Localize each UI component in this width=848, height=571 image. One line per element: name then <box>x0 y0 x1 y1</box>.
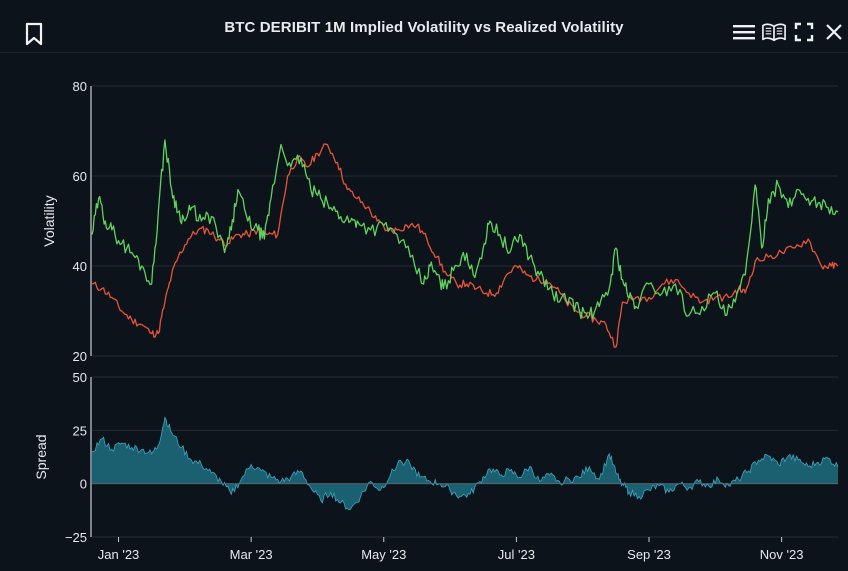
spread-line <box>91 416 839 511</box>
volatility-y-tick-label: 40 <box>73 259 87 274</box>
chart-title: BTC DERIBIT 1M Implied Volatility vs Rea… <box>224 19 624 36</box>
x-tick-label: Nov '23 <box>760 547 804 562</box>
x-tick-label: May '23 <box>361 547 406 562</box>
chart-toolbar <box>732 21 846 43</box>
spread-y-tick-label: 50 <box>73 370 87 385</box>
spread-y-tick-label: 25 <box>73 423 87 438</box>
bookmark-icon[interactable] <box>24 22 44 51</box>
spread-area <box>92 417 838 510</box>
axes: Volatility Spread <box>33 86 92 537</box>
volatility-y-tick-label: 60 <box>73 169 87 184</box>
plot-area <box>91 139 839 511</box>
tick-labels: 20 40 60 80 −25 0 25 50 Jan '23 Mar '23 May '23 Jul… <box>65 79 804 562</box>
close-icon[interactable] <box>822 21 846 43</box>
spread-y-tick-label: −25 <box>65 530 87 545</box>
x-tick-label: Sep '23 <box>627 547 671 562</box>
spread-y-tick-label: 0 <box>80 477 87 492</box>
spread-y-axis-label: Spread <box>33 434 49 479</box>
x-tick-label: Jan '23 <box>98 547 140 562</box>
book-icon[interactable] <box>762 21 786 43</box>
volatility-y-tick-label: 80 <box>73 79 87 94</box>
menu-icon[interactable] <box>732 21 756 43</box>
fullscreen-icon[interactable] <box>792 21 816 43</box>
implied-volatility-line <box>91 139 839 320</box>
realized-volatility-line <box>91 143 839 348</box>
volatility-y-tick-label: 20 <box>73 349 87 364</box>
x-tick-label: Mar '23 <box>230 547 273 562</box>
volatility-y-axis-label: Volatility <box>41 195 57 246</box>
chart-header: BTC DERIBIT 1M Implied Volatility vs Rea… <box>0 0 848 53</box>
x-tick-label: Jul '23 <box>498 547 535 562</box>
